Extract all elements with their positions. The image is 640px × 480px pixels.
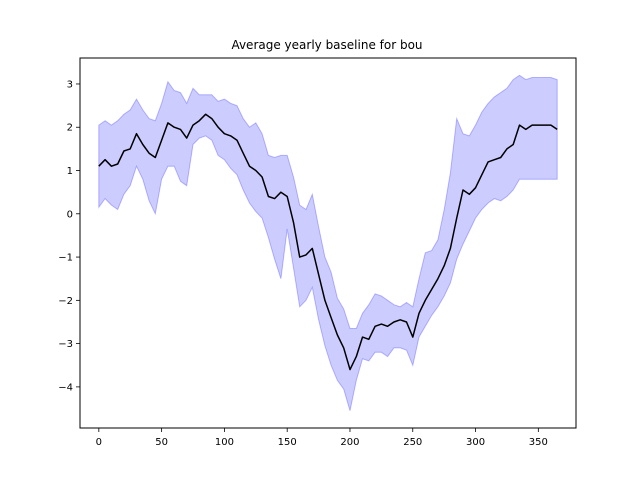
x-tick-label: 200 (340, 437, 359, 448)
y-tick-label: 2 (67, 123, 73, 134)
x-tick-label: 0 (96, 437, 102, 448)
axes-frame (79, 57, 577, 429)
y-tick-label: 1 (67, 166, 73, 177)
chart-title: Average yearly baseline for bou (231, 38, 422, 52)
x-tick-label: 250 (403, 437, 422, 448)
plot-area (98, 74, 558, 411)
x-axis: 0 50 100 150 200 250 300 350 (96, 428, 548, 448)
x-tick-label: 300 (466, 437, 485, 448)
y-tick-label: −1 (58, 253, 73, 264)
y-tick-label: −4 (58, 382, 73, 393)
series-line (98, 113, 558, 371)
y-tick-label: −3 (58, 339, 73, 350)
y-tick-label: −2 (58, 296, 73, 307)
x-tick-label: 350 (529, 437, 548, 448)
y-tick-label: 3 (67, 79, 73, 90)
y-tick-label: 0 (67, 209, 73, 220)
confidence-band (98, 74, 558, 411)
x-tick-label: 150 (278, 437, 297, 448)
x-tick-label: 100 (215, 437, 234, 448)
y-axis: −4 −3 −2 −1 0 1 2 3 (58, 79, 80, 393)
x-tick-label: 50 (155, 437, 168, 448)
